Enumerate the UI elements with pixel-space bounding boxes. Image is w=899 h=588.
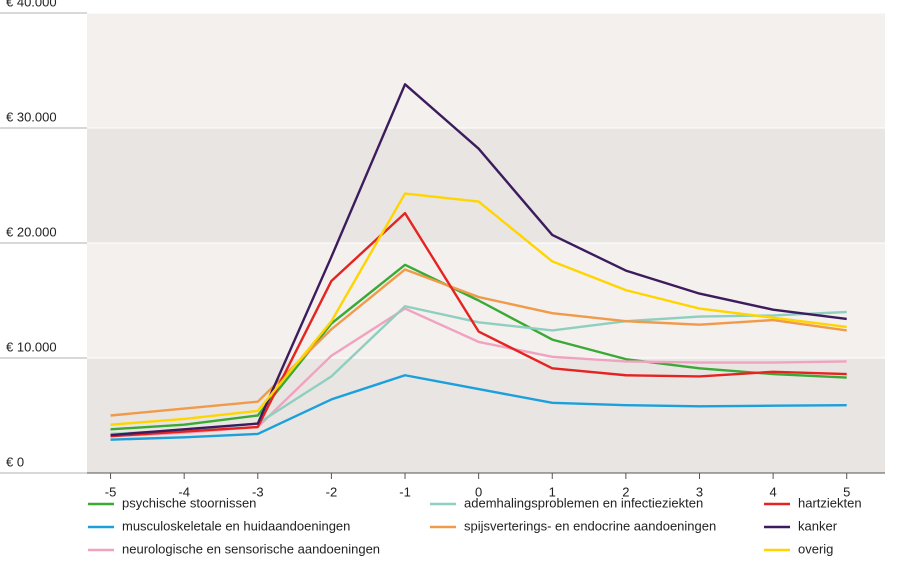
series-line — [110, 211, 847, 438]
legend-label: spijsverterings- en endocrine aandoening… — [464, 518, 716, 533]
legend-label: kanker — [798, 518, 838, 533]
x-tick-label: 0 — [475, 484, 482, 499]
y-tick-label: € 30.000 — [6, 109, 57, 124]
legend-label: psychische stoornissen — [122, 495, 256, 510]
x-tick-label: 2 — [622, 484, 629, 499]
series-line — [110, 192, 847, 426]
y-tick-label: € 20.000 — [6, 224, 57, 239]
x-tick-label: -4 — [178, 484, 190, 499]
series-line — [110, 83, 847, 437]
series-line — [110, 268, 847, 417]
legend-label: neurologische en sensorische aandoeninge… — [122, 541, 380, 556]
x-tick-label: 3 — [696, 484, 703, 499]
legend-label: hartziekten — [798, 495, 862, 510]
x-tick-label: -2 — [326, 484, 338, 499]
legend-label: musculoskeletale en huidaandoeningen — [122, 518, 350, 533]
series-line — [110, 263, 847, 431]
legend-label: overig — [798, 541, 833, 556]
y-tick-label: € 0 — [6, 454, 24, 469]
band — [87, 128, 885, 243]
series-line — [110, 374, 847, 441]
x-tick-label: 1 — [549, 484, 556, 499]
x-tick-label: -5 — [105, 484, 117, 499]
y-tick-label: € 10.000 — [6, 339, 57, 354]
x-tick-label: 5 — [843, 484, 850, 499]
y-tick-label: € 40.000 — [6, 0, 57, 9]
x-tick-label: -3 — [252, 484, 264, 499]
x-tick-label: -1 — [399, 484, 411, 499]
legend-label: ademhalingsproblemen en infectieziekten — [464, 495, 703, 510]
x-tick-label: 4 — [769, 484, 776, 499]
